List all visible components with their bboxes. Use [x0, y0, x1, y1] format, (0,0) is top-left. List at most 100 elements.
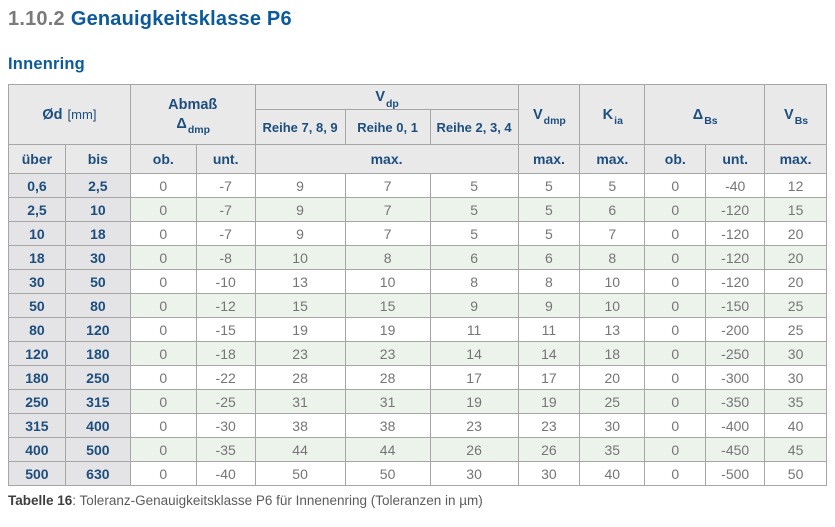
- table-row: 2,5 10 0 -7 9 7 5 5 6 0 -120 15: [8, 197, 827, 222]
- diameter-cell: 180: [64, 341, 131, 366]
- col-label-ueber: über: [8, 144, 66, 174]
- value-cell: 0: [644, 245, 707, 270]
- value-cell: -35: [195, 437, 256, 462]
- diameter-cell: 10: [8, 221, 66, 246]
- value-cell: 50: [254, 461, 346, 486]
- value-cell: 10: [579, 269, 646, 294]
- diameter-cell: 120: [64, 317, 131, 342]
- header-label-row: über bis ob. unt. max. max. max. ob. unt…: [8, 144, 827, 174]
- value-cell: -500: [705, 461, 766, 486]
- value-cell: 18: [579, 341, 646, 366]
- value-cell: 5: [517, 197, 581, 222]
- value-cell: 6: [579, 197, 646, 222]
- vdmp-subscript: dmp: [543, 115, 566, 128]
- value-cell: 44: [344, 437, 431, 462]
- value-cell: 20: [579, 365, 646, 390]
- value-cell: 0: [129, 293, 197, 318]
- header-reihe-row: Reihe 7, 8, 9 Reihe 0, 1 Reihe 2, 3, 4: [9, 109, 827, 145]
- diameter-cell: 50: [8, 293, 66, 318]
- vdp-subscript: dp: [385, 97, 399, 110]
- value-cell: -40: [705, 173, 766, 198]
- value-cell: 6: [429, 245, 519, 270]
- value-cell: 11: [429, 317, 519, 342]
- col-label-ob: ob.: [129, 144, 197, 174]
- value-cell: 13: [579, 317, 646, 342]
- caption-label: Tabelle 16: [8, 493, 73, 508]
- value-cell: 6: [517, 245, 581, 270]
- col-group-vdmp: Vdmp: [517, 84, 581, 145]
- col-group-vdp: Vdp: [254, 84, 519, 110]
- value-cell: 0: [129, 461, 197, 486]
- header-group-row: Ød [mm] Abmaß Δdmp Vdp Vdmp Kia ΔBs VBs: [8, 84, 827, 145]
- value-cell: 11: [517, 317, 581, 342]
- caption-text: : Toleranz-Genauigkeitsklasse P6 für Inn…: [72, 493, 483, 508]
- diameter-cell: 80: [64, 293, 131, 318]
- value-cell: 13: [254, 269, 346, 294]
- section-heading: 1.10.2 Genauigkeitsklasse P6: [0, 0, 835, 31]
- value-cell: 25: [764, 293, 827, 318]
- value-cell: 38: [254, 413, 346, 438]
- diameter-cell: 50: [64, 269, 131, 294]
- value-cell: 19: [517, 389, 581, 414]
- value-cell: 31: [254, 389, 346, 414]
- value-cell: 0: [644, 317, 707, 342]
- value-cell: 0: [644, 389, 707, 414]
- value-cell: 0: [644, 365, 707, 390]
- diameter-symbol: Ød: [42, 106, 63, 123]
- value-cell: -25: [195, 389, 256, 414]
- col-label-max-vdp: max.: [254, 144, 519, 174]
- col-reihe-789: Reihe 7, 8, 9: [254, 109, 346, 145]
- value-cell: 35: [579, 437, 646, 462]
- value-cell: 0: [129, 221, 197, 246]
- value-cell: 0: [129, 437, 197, 462]
- value-cell: 5: [517, 173, 581, 198]
- value-cell: 9: [254, 173, 346, 198]
- value-cell: -8: [195, 245, 256, 270]
- col-label-unt: unt.: [195, 144, 256, 174]
- value-cell: 0: [129, 269, 197, 294]
- diameter-cell: 500: [64, 437, 131, 462]
- value-cell: 30: [517, 461, 581, 486]
- table-row: 500 630 0 -40 50 50 30 30 40 0 -500 50: [8, 461, 827, 486]
- value-cell: -10: [195, 269, 256, 294]
- value-cell: 0: [129, 365, 197, 390]
- col-group-kia: Kia: [579, 84, 646, 145]
- value-cell: 15: [764, 197, 827, 222]
- col-label-bis: bis: [64, 144, 131, 174]
- value-cell: 25: [579, 389, 646, 414]
- vdmp-symbol: V: [533, 106, 543, 123]
- value-cell: 5: [517, 221, 581, 246]
- value-cell: 0: [129, 389, 197, 414]
- value-cell: 5: [579, 173, 646, 198]
- value-cell: 20: [764, 269, 827, 294]
- dbs-subscript: Bs: [704, 115, 718, 128]
- value-cell: 28: [344, 365, 431, 390]
- diameter-cell: 250: [64, 365, 131, 390]
- table-row: 0,6 2,5 0 -7 9 7 5 5 5 0 -40 12: [8, 173, 827, 198]
- value-cell: 30: [764, 341, 827, 366]
- table-caption: Tabelle 16: Toleranz-Genauigkeitsklasse …: [8, 493, 835, 508]
- value-cell: 50: [344, 461, 431, 486]
- value-cell: -120: [705, 245, 766, 270]
- value-cell: 20: [764, 221, 827, 246]
- value-cell: 19: [254, 317, 346, 342]
- value-cell: 19: [429, 389, 519, 414]
- diameter-cell: 2,5: [8, 197, 66, 222]
- diameter-cell: 315: [64, 389, 131, 414]
- table-row: 80 120 0 -15 19 19 11 11 13 0 -200 25: [8, 317, 827, 342]
- vbs-symbol: V: [784, 106, 794, 123]
- diameter-cell: 30: [64, 245, 131, 270]
- value-cell: 26: [429, 437, 519, 462]
- value-cell: -400: [705, 413, 766, 438]
- value-cell: -18: [195, 341, 256, 366]
- value-cell: -12: [195, 293, 256, 318]
- abmass-symbol: Δ: [176, 115, 187, 132]
- col-group-abmass: Abmaß Δdmp: [129, 84, 256, 145]
- diameter-cell: 0,6: [8, 173, 66, 198]
- col-reihe-01: Reihe 0, 1: [344, 109, 431, 145]
- value-cell: 7: [344, 173, 431, 198]
- value-cell: 0: [129, 197, 197, 222]
- value-cell: -120: [705, 197, 766, 222]
- col-group-diameter: Ød [mm]: [8, 84, 131, 145]
- value-cell: 31: [344, 389, 431, 414]
